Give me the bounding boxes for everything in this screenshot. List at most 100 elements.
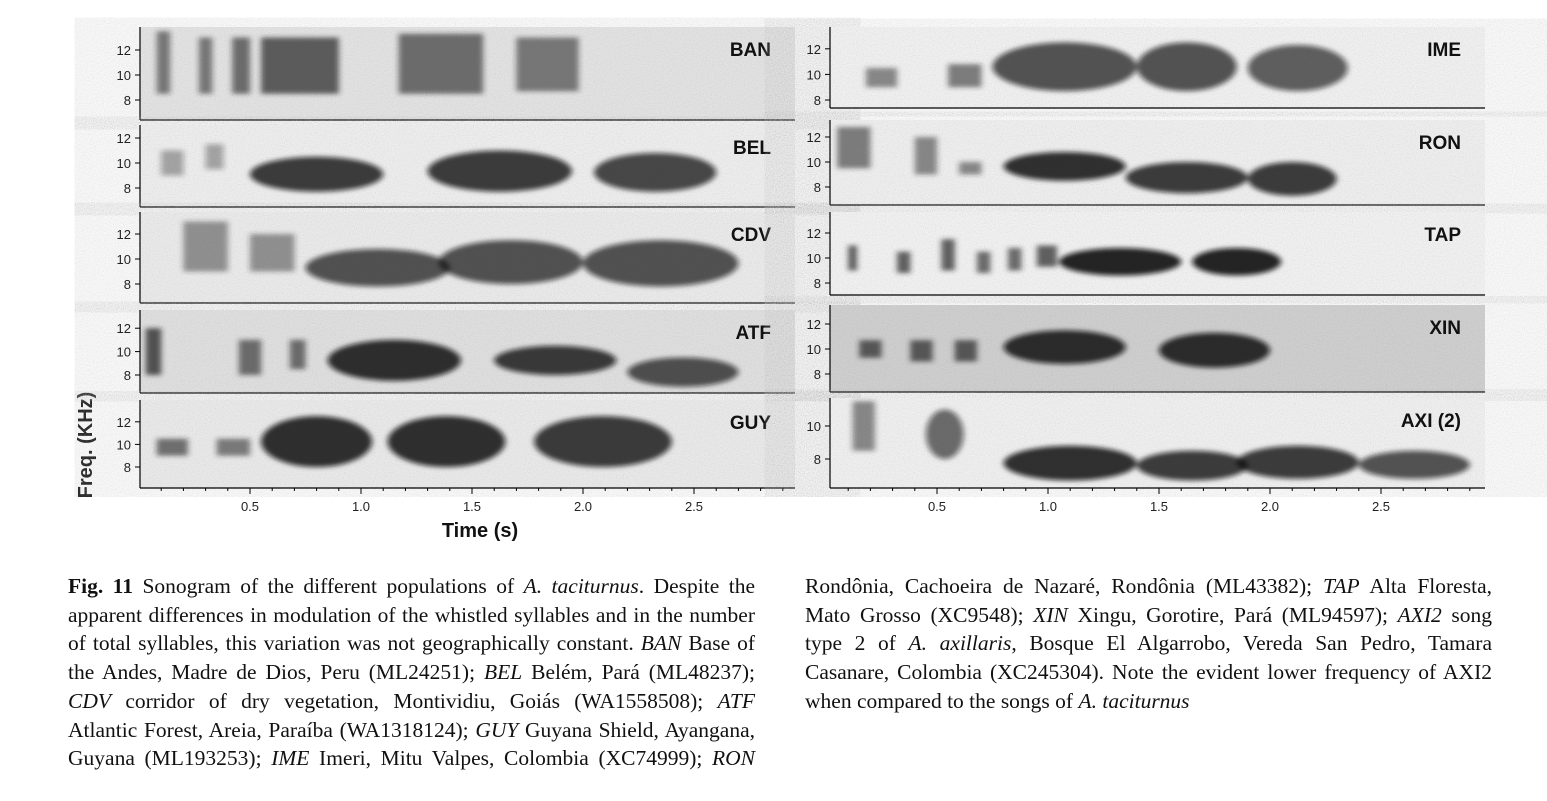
syllable [914, 137, 937, 175]
caption-run: . Despite the apparent differences in mo… [68, 574, 755, 656]
syllables [852, 401, 1470, 481]
y-tick-label: 10 [117, 156, 131, 171]
x-axis-label: Time (s) [442, 520, 518, 542]
panel-label: ATF [735, 323, 771, 344]
caption-run: AXI2 [1397, 602, 1442, 627]
syllables [161, 144, 717, 192]
syllable [534, 416, 672, 468]
syllable [1136, 42, 1237, 92]
syllable [1036, 245, 1057, 267]
y-tick-label: 10 [807, 67, 821, 82]
y-tick-label: 12 [807, 42, 821, 57]
x-tick-label: 2.0 [1261, 499, 1279, 514]
y-tick-label: 8 [124, 368, 131, 383]
syllable [1008, 248, 1022, 271]
panel-label: BEL [733, 138, 771, 159]
caption-run: Belém, Pará (ML48237); [522, 660, 755, 685]
caption-run: Xingu, Gorotire, Pará (ML94597); [1067, 602, 1398, 627]
syllable [398, 33, 484, 94]
caption-run: BEL [483, 660, 523, 685]
syllable [925, 409, 964, 459]
syllable [1059, 248, 1182, 276]
y-tick-label: 12 [117, 227, 131, 242]
syllable [216, 438, 250, 456]
syllables [183, 221, 739, 287]
syllables [859, 330, 1270, 368]
syllable [250, 234, 295, 272]
syllable [583, 240, 739, 287]
syllable [261, 37, 339, 94]
x-tick-label: 0.5 [241, 499, 259, 514]
x-tick-label: 1.5 [1150, 499, 1168, 514]
syllable [327, 339, 461, 381]
caption-run: Atlantic Forest, Areia, Paraíba (WA13181… [68, 717, 476, 742]
syllable [1236, 445, 1359, 479]
figure: Freq. (KHz) Time (s) 8 10 12 BAN 8 10 12 BEL 8 10… [75, 27, 1485, 542]
caption-run: TAP [1323, 574, 1360, 598]
y-axis-label: Freq. (KHz) [75, 392, 97, 499]
y-tick-label: 8 [814, 93, 821, 108]
syllable [1136, 450, 1248, 481]
syllables [848, 239, 1282, 276]
syllable [1003, 330, 1126, 364]
panel-label: CDV [731, 225, 771, 246]
caption-run: A. axillaris [908, 631, 1012, 656]
x-tick-label: 2.0 [574, 499, 592, 514]
syllable [941, 239, 955, 271]
y-tick-label: 8 [814, 367, 821, 382]
y-tick-label: 10 [117, 437, 131, 452]
y-tick-label: 8 [814, 452, 821, 467]
syllable [250, 156, 384, 192]
y-tick-label: 12 [117, 321, 131, 336]
syllable [1159, 332, 1270, 368]
syllable [516, 37, 579, 92]
caption-run: A. taciturnus [1078, 688, 1190, 713]
panel-label: RON [1419, 133, 1461, 154]
syllable [910, 340, 933, 362]
syllable [156, 31, 171, 94]
syllable [145, 328, 162, 375]
spectrogram-noise [830, 305, 1485, 392]
caption-run: Rondônia, Cachoeira de Nazaré, Rondônia … [805, 574, 1324, 598]
panel-label: GUY [730, 413, 772, 434]
y-tick-label: 8 [814, 276, 821, 291]
caption-run: Base of the Andes, Madre de Dios, Peru (… [68, 631, 756, 685]
syllable [1247, 44, 1348, 92]
y-tick-label: 8 [124, 277, 131, 292]
syllable [1003, 152, 1126, 181]
y-tick-label: 10 [117, 252, 131, 267]
x-tick-label: 2.5 [1372, 499, 1390, 514]
x-tick-label: 2.5 [685, 499, 703, 514]
x-tick-label: 1.0 [1039, 499, 1057, 514]
y-tick-label: 10 [807, 419, 821, 434]
syllable [992, 42, 1137, 92]
syllable [305, 249, 450, 287]
syllable [1247, 162, 1337, 196]
caption-run: Imeri, Mitu Valpes, Colombia (XC74999); [309, 746, 712, 771]
caption-run: Fig. 11 [68, 574, 133, 598]
x-tick-label: 0.5 [928, 499, 946, 514]
caption-run: , Bosque El Algarrobo, Vereda San Pedro,… [805, 631, 1492, 713]
syllable [976, 251, 991, 273]
syllable [959, 162, 982, 175]
syllables [156, 416, 672, 468]
syllable [859, 340, 882, 358]
x-tick-label: 1.0 [352, 499, 370, 514]
syllable [238, 339, 262, 375]
y-tick-label: 8 [124, 93, 131, 108]
caption-run: ATF [717, 688, 755, 713]
syllables [865, 42, 1348, 92]
caption-run: RON [712, 746, 755, 771]
syllable [261, 416, 373, 468]
syllable [848, 245, 858, 271]
caption-run: corridor of dry vegetation, Montividiu, … [111, 688, 718, 713]
syllable [865, 68, 898, 88]
caption-run: Sonogram of the different populations of [133, 574, 524, 598]
panel-label: XIN [1429, 318, 1461, 339]
syllable [948, 64, 982, 88]
syllable [438, 240, 583, 284]
caption-run: A. taciturnus [523, 574, 639, 598]
syllable [1192, 248, 1282, 276]
y-tick-label: 12 [117, 43, 131, 58]
syllable [954, 340, 977, 362]
